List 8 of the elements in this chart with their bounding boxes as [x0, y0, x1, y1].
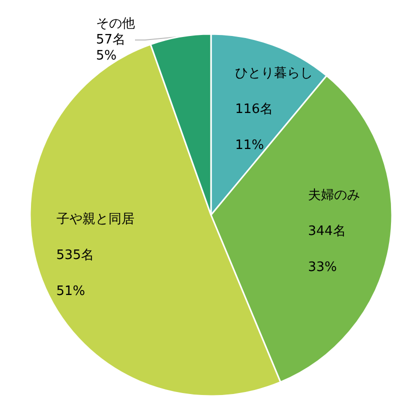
- slice-label: その他: [96, 16, 135, 32]
- slice-label: 子や親と同居: [56, 212, 134, 227]
- slice-label: 夫婦のみ: [308, 188, 360, 204]
- data-label: 57名 5%: [96, 32, 126, 64]
- text: 344名 33%: [308, 224, 346, 276]
- text: 116名 11%: [235, 102, 273, 153]
- text: 535名 51%: [56, 248, 94, 299]
- slice-label: ひとり暮らし: [235, 66, 314, 81]
